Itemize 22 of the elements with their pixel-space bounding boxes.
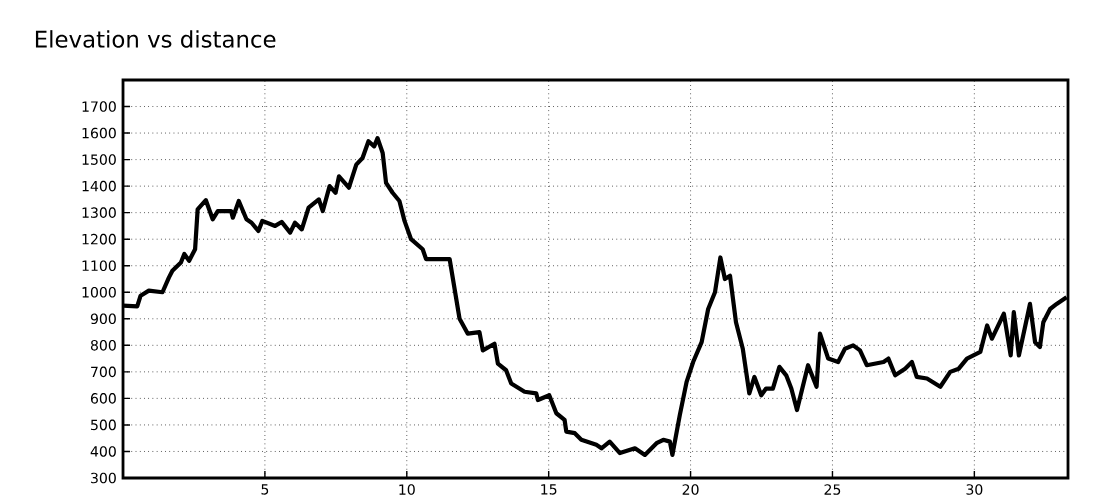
- y-tick-label: 1000: [82, 287, 116, 298]
- y-tick-label: 1500: [82, 154, 116, 166]
- y-tick-label: 1100: [82, 260, 116, 272]
- y-tick-label: 600: [90, 393, 116, 404]
- y-tick-label: 1700: [82, 101, 116, 112]
- y-tick-label: 1600: [82, 127, 116, 139]
- y-tick-label: 500: [91, 419, 116, 431]
- y-tick-label: 1300: [82, 207, 116, 219]
- x-tick-label: 5: [261, 484, 269, 495]
- chart-title: Elevation vs distance: [35, 30, 276, 48]
- y-tick-label: 1200: [82, 234, 116, 245]
- y-tick-label: 1400: [82, 180, 116, 192]
- y-tick-label: 800: [90, 340, 116, 351]
- x-tick-label: 10: [399, 484, 415, 495]
- x-tick-label: 30: [966, 484, 983, 495]
- y-tick-label: 300: [91, 472, 116, 484]
- y-tick-label: 400: [90, 446, 116, 457]
- x-tick-label: 25: [824, 484, 841, 495]
- x-tick-label: 20: [682, 484, 699, 495]
- x-tick-label: 15: [541, 484, 557, 495]
- y-tick-label: 900: [90, 313, 116, 325]
- y-tick-label: 700: [91, 366, 116, 378]
